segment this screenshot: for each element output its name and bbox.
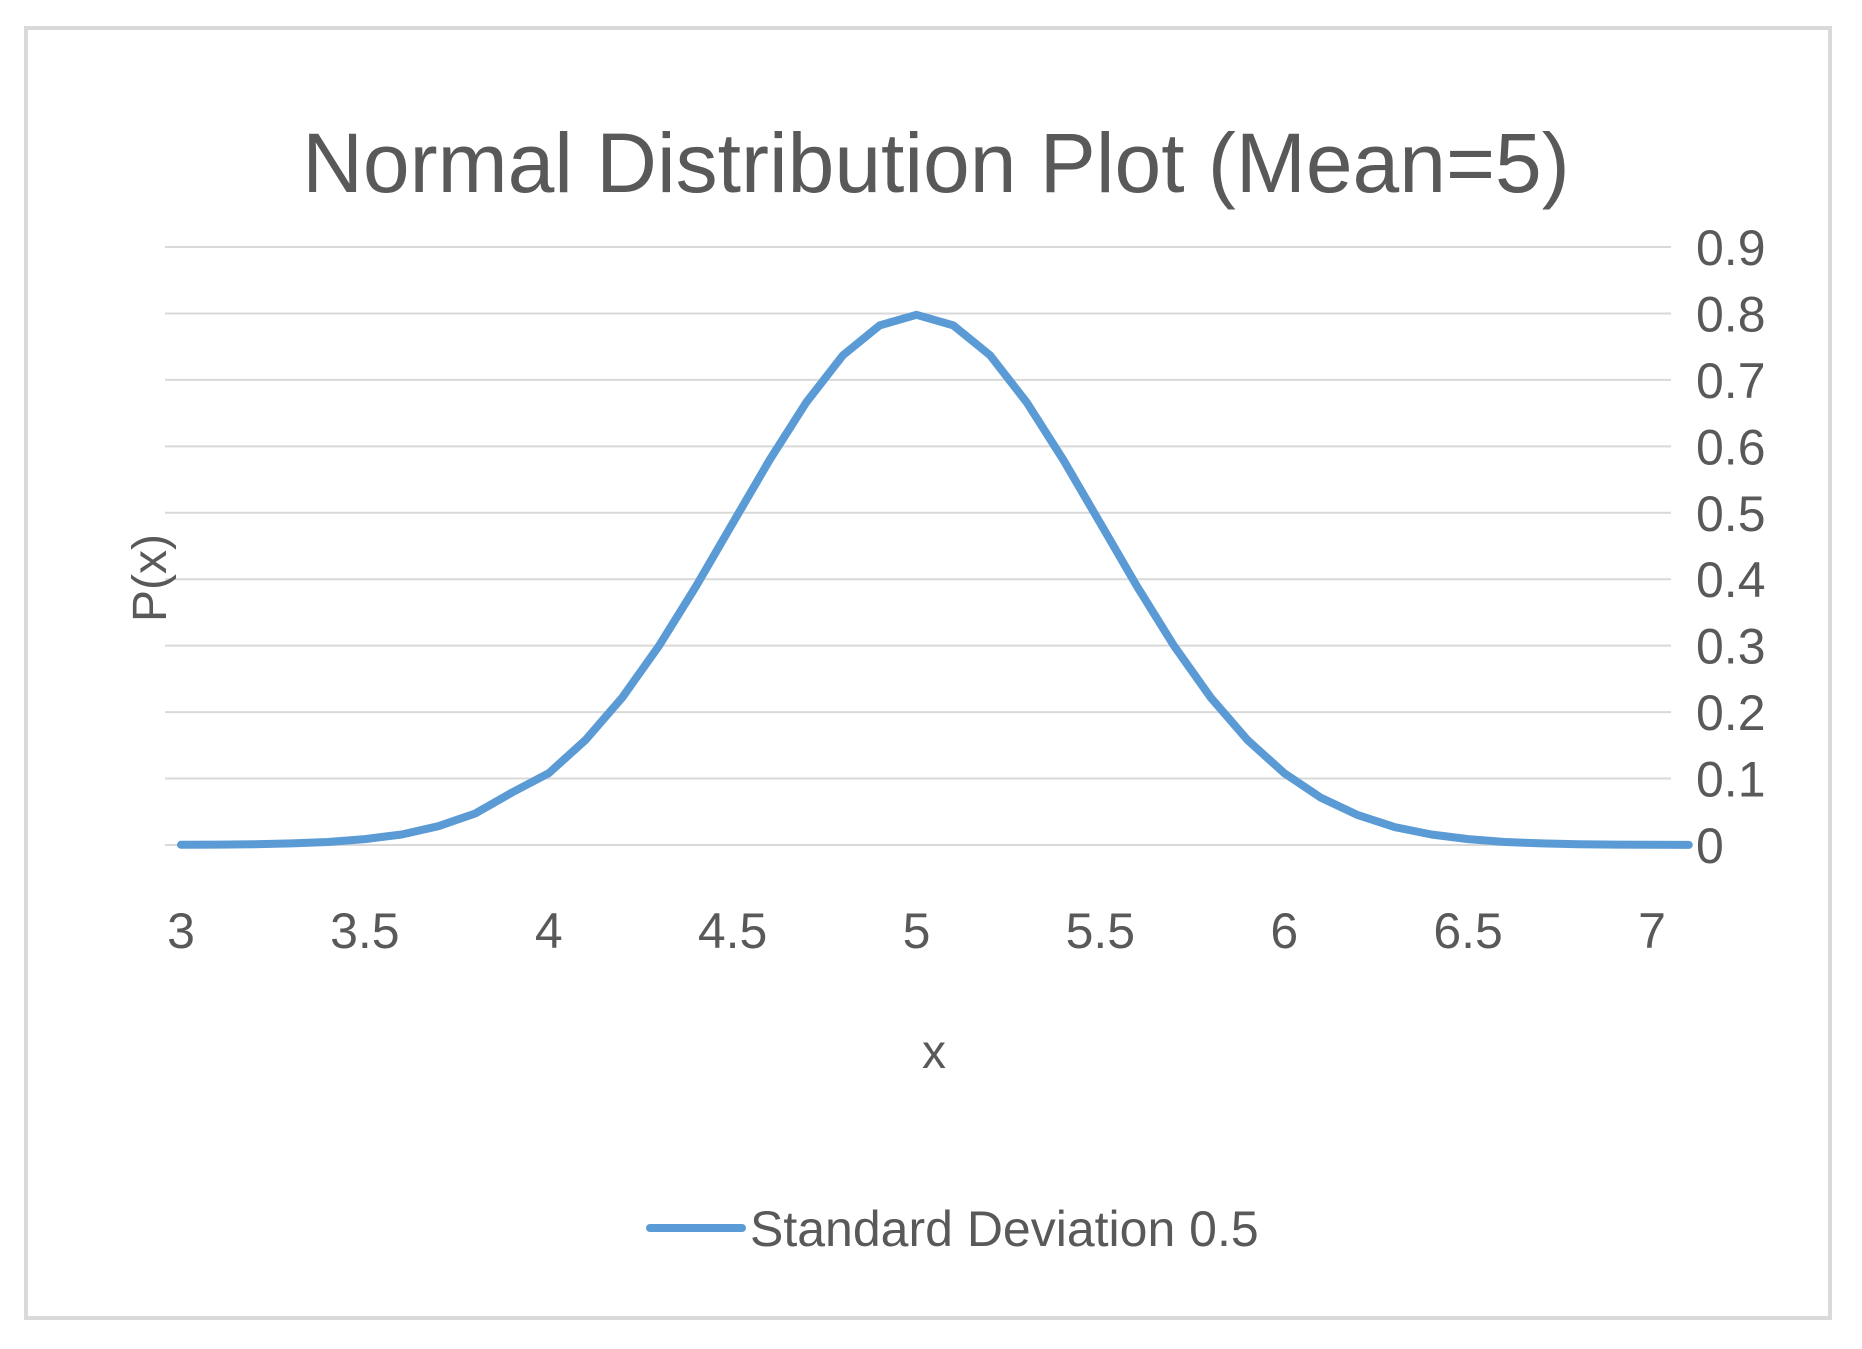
x-axis-title: x <box>922 1026 946 1079</box>
y-tick-label: 0.2 <box>1696 685 1766 741</box>
x-tick-label: 6.5 <box>1433 903 1503 959</box>
y-tick-label: 0.3 <box>1696 619 1766 675</box>
series-group <box>177 310 1693 849</box>
x-tick-label: 5.5 <box>1066 903 1136 959</box>
x-tick-label: 5 <box>903 903 931 959</box>
y-tick-label: 0.1 <box>1696 752 1766 808</box>
chart-canvas: Normal Distribution Plot (Mean=5) 0 0.1 0.… <box>124 116 1766 1257</box>
chart-title: Normal Distribution Plot (Mean=5) <box>302 116 1569 210</box>
x-tick-label: 6 <box>1270 903 1298 959</box>
y-tick-label: 0.9 <box>1696 220 1766 276</box>
series-line-sd-0-5 <box>177 310 1693 849</box>
x-axis-ticks: 3 3.5 4 4.5 5 5.5 6 6.5 7 <box>167 903 1666 959</box>
y-tick-label: 0.7 <box>1696 353 1766 409</box>
y-axis-ticks: 0 0.1 0.2 0.3 0.4 0.5 0.6 0.7 0.8 0.9 <box>1696 220 1766 874</box>
y-tick-label: 0.6 <box>1696 419 1766 475</box>
x-tick-label: 4.5 <box>698 903 768 959</box>
x-tick-label: 3.5 <box>330 903 400 959</box>
legend-label: Standard Deviation 0.5 <box>750 1201 1259 1257</box>
legend: Standard Deviation 0.5 <box>646 1201 1259 1257</box>
chart-frame: Normal Distribution Plot (Mean=5) 0 0.1 0.… <box>24 26 1832 1320</box>
y-axis-title: P(x) <box>124 534 177 622</box>
y-tick-label: 0.5 <box>1696 486 1766 542</box>
y-tick-label: 0.8 <box>1696 286 1766 342</box>
gridlines <box>165 246 1671 846</box>
x-tick-label: 4 <box>535 903 563 959</box>
x-tick-label: 7 <box>1638 903 1666 959</box>
x-tick-label: 3 <box>167 903 195 959</box>
y-tick-label: 0 <box>1696 818 1724 874</box>
y-tick-label: 0.4 <box>1696 552 1766 608</box>
